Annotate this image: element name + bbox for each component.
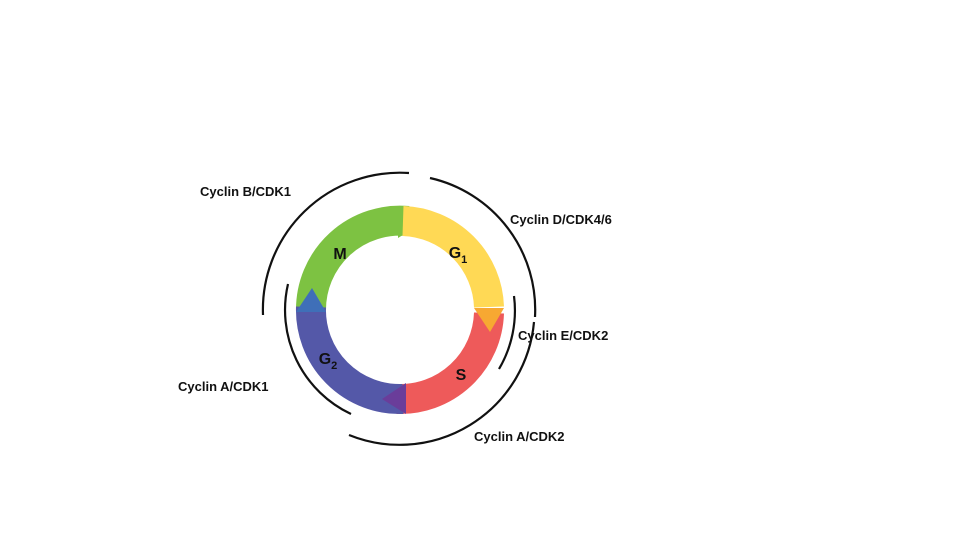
phase-label: G [449,245,461,262]
s-phase-segment [396,311,504,415]
s-arrowhead [382,383,406,414]
g2-arrowhead [296,288,326,312]
phase-subscript: 2 [331,360,337,372]
cyclin-label: Cyclin B/CDK1 [200,184,291,199]
cyclin-a-cdk2-arc [348,321,536,446]
cyclin-label: Cyclin D/CDK4/6 [510,212,612,227]
phase-label: M [333,246,346,263]
phase-subscript: 1 [461,254,467,266]
phase-label: G1 [449,245,468,266]
phase-label: S [456,367,467,384]
cyclin-label: Cyclin A/CDK1 [178,379,269,394]
cyclin-a-cdk1-arc [283,283,352,415]
cyclin-d-cdk46-arc [429,176,537,318]
phase-label: G [319,351,331,368]
cyclin-e-cdk2-arc [498,295,517,370]
g1-arrowhead [474,308,504,332]
cyclin-label: Cyclin A/CDK2 [474,429,565,444]
g2-phase-segment [295,306,404,415]
phase-label: G2 [319,351,338,372]
cyclin-label: Cyclin E/CDK2 [518,328,608,343]
g1-phase-segment [401,206,504,309]
cyclin-b-cdk1-arc [261,171,410,316]
